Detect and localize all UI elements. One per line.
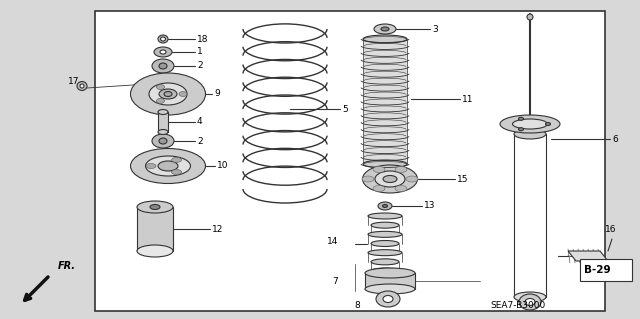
Ellipse shape	[137, 245, 173, 257]
Bar	[580, 259, 632, 281]
Ellipse shape	[160, 50, 166, 54]
Text: 17: 17	[68, 78, 79, 86]
Bar	[363, 39, 407, 164]
Ellipse shape	[362, 165, 417, 193]
Ellipse shape	[145, 156, 191, 176]
Text: 10: 10	[217, 161, 228, 170]
Ellipse shape	[154, 47, 172, 57]
Ellipse shape	[513, 119, 547, 129]
Bar	[365, 273, 415, 289]
Ellipse shape	[376, 291, 400, 307]
Ellipse shape	[373, 167, 385, 173]
Ellipse shape	[158, 161, 178, 171]
Ellipse shape	[365, 268, 415, 278]
Ellipse shape	[375, 171, 405, 187]
Ellipse shape	[158, 35, 168, 43]
Ellipse shape	[131, 149, 205, 183]
Text: 2: 2	[197, 62, 203, 70]
Ellipse shape	[158, 130, 168, 135]
Bar	[514, 134, 546, 297]
Ellipse shape	[158, 109, 168, 115]
Ellipse shape	[500, 115, 560, 133]
Text: 6: 6	[612, 135, 618, 144]
Ellipse shape	[161, 37, 166, 41]
Text: B-29: B-29	[584, 265, 611, 275]
Text: 3: 3	[432, 25, 438, 33]
Ellipse shape	[363, 160, 407, 168]
Ellipse shape	[179, 92, 187, 97]
Text: 5: 5	[342, 105, 348, 114]
Text: 8: 8	[355, 300, 360, 309]
Ellipse shape	[383, 295, 393, 302]
Bar	[137, 207, 173, 251]
Text: 18: 18	[197, 34, 209, 43]
Text: 4: 4	[197, 117, 203, 127]
Ellipse shape	[159, 63, 167, 69]
Ellipse shape	[371, 241, 399, 247]
Ellipse shape	[164, 92, 172, 97]
Ellipse shape	[368, 250, 402, 256]
Ellipse shape	[373, 186, 385, 191]
Text: 11: 11	[462, 94, 474, 103]
Bar	[95, 11, 605, 311]
Ellipse shape	[545, 122, 550, 125]
Ellipse shape	[152, 134, 174, 148]
Ellipse shape	[378, 202, 392, 210]
Ellipse shape	[381, 27, 389, 31]
Text: FR.: FR.	[58, 261, 76, 271]
Ellipse shape	[371, 268, 399, 274]
Text: 13: 13	[424, 202, 435, 211]
Ellipse shape	[518, 117, 524, 120]
Ellipse shape	[137, 201, 173, 213]
Ellipse shape	[383, 175, 397, 182]
Ellipse shape	[172, 170, 182, 174]
Ellipse shape	[406, 176, 418, 182]
Ellipse shape	[395, 186, 407, 191]
Ellipse shape	[149, 83, 187, 105]
Ellipse shape	[368, 213, 402, 219]
Ellipse shape	[374, 24, 396, 34]
Ellipse shape	[172, 158, 182, 162]
Ellipse shape	[146, 164, 156, 168]
Ellipse shape	[363, 35, 407, 43]
Ellipse shape	[152, 59, 174, 73]
Ellipse shape	[371, 222, 399, 228]
Ellipse shape	[514, 292, 546, 302]
Ellipse shape	[150, 204, 160, 210]
Ellipse shape	[371, 259, 399, 265]
Polygon shape	[568, 251, 608, 261]
Text: 2: 2	[197, 137, 203, 145]
Text: 16: 16	[605, 225, 616, 234]
Ellipse shape	[365, 284, 415, 294]
Ellipse shape	[131, 73, 205, 115]
Ellipse shape	[514, 129, 546, 139]
Text: 15: 15	[457, 174, 468, 183]
Text: 7: 7	[332, 277, 338, 286]
Text: 14: 14	[326, 236, 338, 246]
Ellipse shape	[159, 89, 177, 99]
Ellipse shape	[383, 204, 387, 207]
Ellipse shape	[157, 85, 164, 90]
Bar	[158, 112, 168, 132]
Ellipse shape	[519, 294, 541, 310]
Text: 12: 12	[212, 225, 223, 234]
Ellipse shape	[395, 167, 407, 173]
Ellipse shape	[80, 84, 84, 88]
Ellipse shape	[77, 81, 87, 91]
Ellipse shape	[527, 14, 533, 20]
Text: 9: 9	[214, 90, 220, 99]
Ellipse shape	[368, 231, 402, 237]
Ellipse shape	[159, 138, 167, 144]
Text: SEA7-B3000: SEA7-B3000	[490, 300, 545, 309]
Ellipse shape	[362, 176, 374, 182]
Ellipse shape	[157, 99, 164, 103]
Ellipse shape	[518, 128, 524, 131]
Text: 1: 1	[197, 48, 203, 56]
Ellipse shape	[525, 299, 535, 306]
